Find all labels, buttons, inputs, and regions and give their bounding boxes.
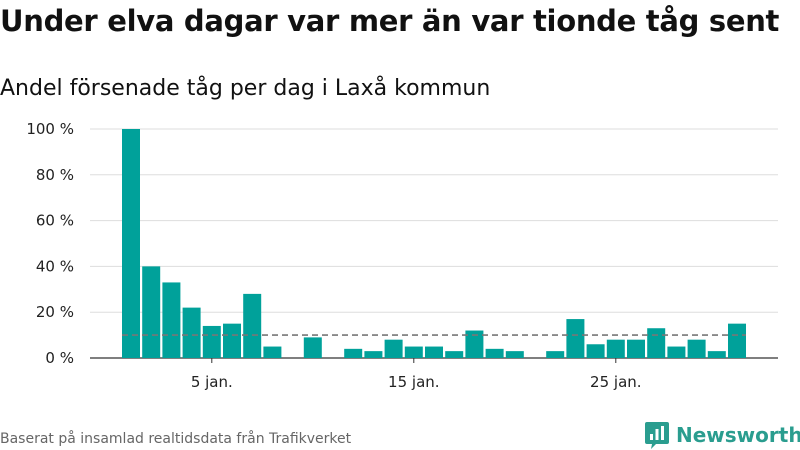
bar[interactable] [142,266,161,358]
bar[interactable] [162,282,181,358]
bar[interactable] [546,351,565,358]
newsworthy-logo[interactable]: Newsworthy [644,420,800,450]
newsworthy-chart-icon [645,422,669,449]
bar[interactable] [728,323,746,358]
bar[interactable] [344,348,363,358]
y-tick-label: 80 % [36,166,74,184]
bar[interactable] [404,346,423,358]
chart-title: Under elva dagar var mer än var tionde t… [0,4,780,38]
bar[interactable] [586,344,605,358]
bar[interactable] [182,307,201,358]
bar-chart: 0 % 20 % 40 % 60 % 80 % 100 % 5 jan. 15 jan. 25 … [26,120,778,391]
chart-subtitle: Andel försenade tåg per dag i Laxå kommu… [0,76,491,101]
bar[interactable] [465,330,484,358]
bar[interactable] [243,293,262,358]
bar[interactable] [505,351,524,358]
bar[interactable] [303,337,322,358]
bar[interactable] [485,348,504,358]
logo-text: Newsworthy [676,423,800,447]
bar[interactable] [223,323,241,358]
y-tick-label: 0 % [45,349,74,367]
bar[interactable] [445,351,464,358]
bar[interactable] [263,346,282,358]
bar[interactable] [707,351,726,358]
bar[interactable] [647,328,666,358]
bar[interactable] [667,346,686,358]
bar[interactable] [384,339,403,358]
y-tick-label: 60 % [36,212,74,230]
bar[interactable] [202,325,221,358]
x-tick-label: 5 jan. [191,373,233,391]
bar[interactable] [627,339,645,358]
source-note: Baserat på insamlad realtidsdata från Tr… [0,431,352,447]
y-tick-label: 100 % [26,120,74,138]
x-tick-label: 15 jan. [388,373,440,391]
x-tick-label: 25 jan. [590,373,642,391]
bar[interactable] [566,319,585,358]
bar[interactable] [687,339,706,358]
y-tick-label: 20 % [36,303,74,321]
y-tick-label: 40 % [36,257,74,275]
bar[interactable] [122,129,140,358]
bar[interactable] [425,346,443,358]
bar[interactable] [606,339,625,358]
bar[interactable] [364,351,383,358]
